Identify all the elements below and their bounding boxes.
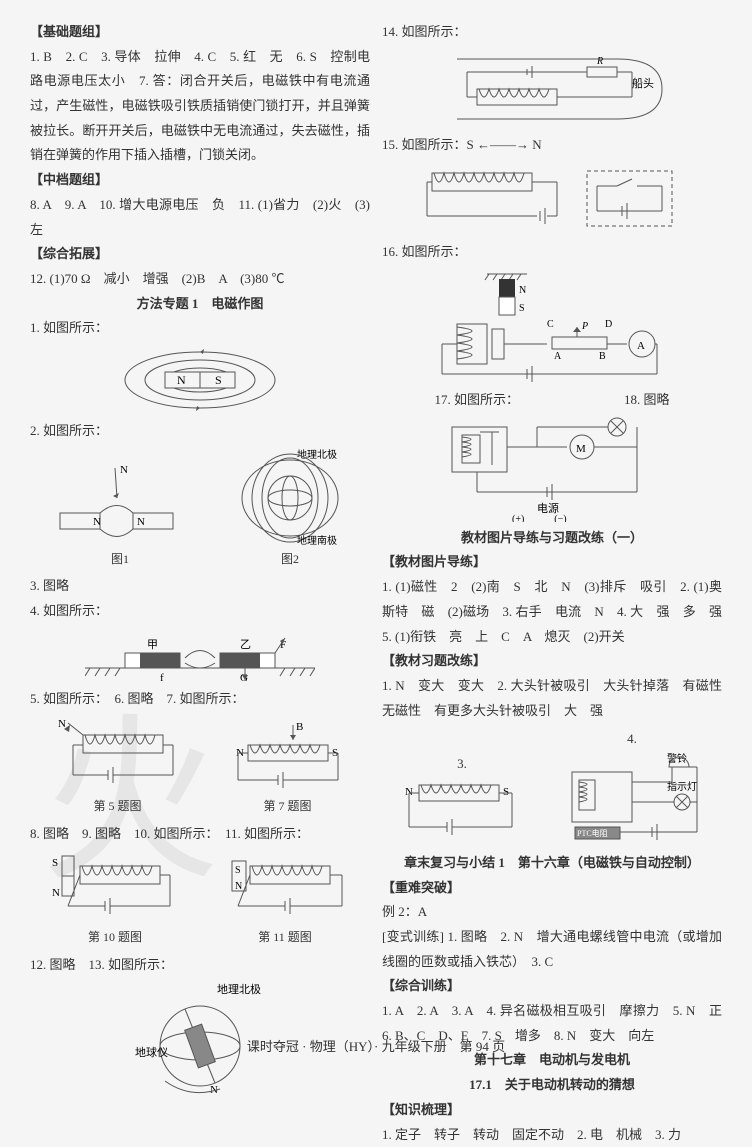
svg-text:B: B (296, 721, 303, 733)
svg-text:S: S (235, 865, 241, 876)
heading-knowledge: 【知识梳理】 (382, 1098, 722, 1123)
svg-text:船头: 船头 (632, 76, 654, 90)
q17-label: 17. 如图所示： (434, 388, 519, 413)
south-label: 地理南极 (297, 534, 337, 547)
figure-q14: R 船头 (382, 49, 722, 129)
heading-comprehensive: 【综合训练】 (382, 974, 722, 999)
svg-text:甲: 甲 (147, 639, 158, 651)
q3-label: 3. 图略 (30, 574, 370, 599)
comprehensive-answers: 1. A 2. A 3. A 4. 异名磁极相互吸引 摩擦力 5. N 正 6.… (382, 999, 722, 1048)
svg-text:N: N (120, 464, 128, 476)
svg-text:A: A (554, 351, 562, 362)
figure-q15 (382, 161, 722, 236)
svg-text:N: N (52, 887, 60, 899)
heading-ex-reform: 【教材习题改练】 (382, 649, 722, 674)
q1-label: 1. 如图所示： (30, 316, 370, 341)
svg-text:N: N (137, 516, 145, 528)
figure-q4: 甲 乙 F f G (30, 628, 370, 683)
heading-hard: 【重难突破】 (382, 876, 722, 901)
answers-pic-guide: 1. (1)磁性 2 (2)南 S 北 N (3)排斥 吸引 2. (1)奥斯特… (382, 575, 722, 649)
svg-text:S: S (519, 303, 525, 314)
figure-q5-q7-row: N 第 5 题图 B N (30, 715, 370, 818)
q5-label: 5. 如图所示： 6. 图略 7. 如图所示： (30, 687, 370, 712)
q14-text: 14. 如图所示： (382, 24, 467, 39)
svg-text:N: N (177, 373, 186, 387)
svg-text:PTC电阻: PTC电阻 (577, 828, 608, 838)
answers-ex-reform: 1. N 变大 变大 2. 大头针被吸引 大头针掉落 有磁性 无磁性 有更多大头… (382, 674, 722, 723)
figure-q10-q11-row: SN 第 10 题图 SN (30, 851, 370, 949)
heading-mid: 【中档题组】 (30, 168, 370, 193)
q16-label: 16. 如图所示： (382, 240, 722, 265)
topic-title-1: 方法专题 1 电磁作图 (30, 292, 370, 317)
q15-label: 15. 如图所示：S ←——→ N (382, 133, 722, 158)
heading-expand: 【综合拓展】 (30, 242, 370, 267)
right-column: 14. 如图所示： R 船头 15. 如图所示：S ←——→ N (382, 20, 722, 1147)
figure-q2-row: N N N 图1 地理北极 (30, 448, 370, 571)
svg-text:(+) (−): (+) (−) (512, 514, 567, 522)
figure-q1: N S (30, 345, 370, 415)
svg-text:电源: 电源 (537, 501, 559, 515)
q2-label: 2. 如图所示： (30, 419, 370, 444)
svg-text:N: N (93, 516, 101, 528)
q18-label: 18. 图略 (624, 388, 670, 413)
svg-text:B: B (599, 351, 606, 362)
figure-q17: M 电源 (+) (−) (382, 417, 722, 522)
svg-text:S: S (215, 373, 222, 387)
q14-label: 14. 如图所示： (382, 20, 722, 45)
q3b-label: 3. (457, 756, 467, 771)
topic-title-2: 教材图片导练与习题改练（一） (382, 526, 722, 551)
q12-label: 12. 图略 13. 如图所示： (30, 953, 370, 978)
svg-text:D: D (605, 319, 612, 330)
svg-text:N: N (235, 881, 242, 892)
svg-text:R: R (596, 56, 603, 67)
svg-text:地理北极: 地理北极 (217, 982, 261, 996)
svg-text:地球仪: 地球仪 (135, 1045, 168, 1059)
fig11-caption: 第 11 题图 (220, 926, 350, 949)
svg-text:P: P (581, 321, 588, 332)
q8-label: 8. 图略 9. 图略 10. 如图所示： 11. 如图所示： (30, 822, 370, 847)
knowledge-answers: 1. 定子 转子 转动 固定不动 2. 电 机械 3. 力 (382, 1123, 722, 1147)
figure-q3b-q4b-row: 3. N S 4. 警铃 指示灯 (382, 727, 722, 847)
svg-text:乙: 乙 (240, 638, 251, 651)
section-17-1-title: 17.1 关于电动机转动的猜想 (382, 1073, 722, 1098)
svg-text:A: A (637, 340, 645, 352)
heading-basic: 【基础题组】 (30, 20, 370, 45)
chapter-17-title: 第十七章 电动机与发电机 (382, 1048, 722, 1073)
answers-mid: 8. A 9. A 10. 增大电源电压 负 11. (1)省力 (2)火 (3… (30, 193, 370, 242)
north-label: 地理北极 (297, 448, 337, 461)
variant-answer: [变式训练] 1. 图略 2. N 增大通电螺线管中电流（或增加线圈的匝数或插入… (382, 925, 722, 974)
fig5-caption: 第 5 题图 (53, 795, 183, 818)
heading-pic-guide: 【教材图片导练】 (382, 550, 722, 575)
svg-text:N: N (519, 285, 526, 296)
figure-q16: NS C D P A B A (382, 269, 722, 384)
answers-basic: 1. B 2. C 3. 导体 拉伸 4. C 5. 红 无 6. S 控制电路… (30, 45, 370, 168)
figure-q13: 地理北极 地球仪 N (30, 981, 370, 1101)
svg-text:S: S (503, 786, 509, 798)
q4-label: 4. 如图所示： (30, 599, 370, 624)
svg-text:S: S (52, 857, 58, 869)
topic-title-3: 章末复习与小结 1 第十六章（电磁铁与自动控制） (382, 851, 722, 876)
fig7-caption: 第 7 题图 (228, 795, 348, 818)
svg-text:f: f (160, 672, 164, 683)
q4b-label: 4. (627, 731, 637, 746)
ex2-answer: 例 2：A (382, 900, 722, 925)
fig10-caption: 第 10 题图 (50, 926, 180, 949)
fig1-caption: 图1 (55, 548, 185, 571)
fig2-caption: 图2 (235, 548, 345, 571)
svg-text:C: C (547, 319, 554, 330)
left-column: 【基础题组】 1. B 2. C 3. 导体 拉伸 4. C 5. 红 无 6.… (30, 20, 370, 1147)
svg-text:M: M (576, 443, 586, 455)
svg-text:N: N (58, 718, 66, 730)
answers-expand: 12. (1)70 Ω 减小 增强 (2)B A (3)80 ℃ (30, 267, 370, 292)
